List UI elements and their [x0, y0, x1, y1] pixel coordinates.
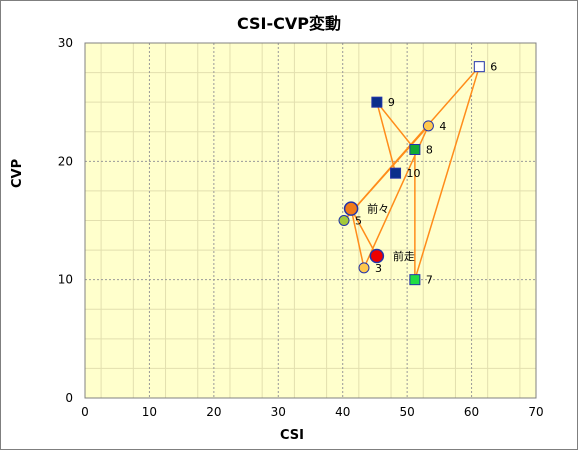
path-segment — [414, 66, 481, 280]
point-label: 3 — [375, 262, 382, 275]
x-tick-label: 30 — [271, 405, 286, 419]
point-marker — [369, 248, 385, 264]
y-tick-label: 0 — [65, 391, 73, 405]
point-label: 8 — [426, 144, 433, 157]
x-tick-label: 0 — [81, 405, 89, 419]
point-label: 7 — [426, 274, 433, 287]
chart-title: CSI-CVP変動 — [236, 14, 341, 33]
point-marker — [473, 61, 485, 73]
point-label: 前々 — [367, 202, 389, 216]
point-label: 5 — [355, 215, 362, 228]
y-tick-label: 20 — [58, 154, 73, 168]
x-tick-label: 50 — [400, 405, 415, 419]
point-marker — [390, 167, 402, 179]
data-path — [343, 66, 481, 280]
x-tick-label: 70 — [528, 405, 543, 419]
point-marker — [422, 120, 434, 132]
x-tick-label: 10 — [142, 405, 157, 419]
axes — [84, 42, 537, 399]
point-label: 4 — [439, 120, 446, 133]
path-segment — [376, 101, 397, 174]
point-marker — [358, 262, 370, 274]
path-segment — [343, 66, 480, 221]
y-tick-label: 30 — [58, 36, 73, 50]
point-marker — [409, 144, 421, 155]
x-tick-label: 60 — [464, 405, 479, 419]
point-label: 6 — [490, 61, 497, 74]
y-tick-label: 10 — [58, 273, 73, 287]
plot-border — [84, 42, 537, 399]
path-segment — [376, 101, 416, 150]
point-labels: 前走 前々 3 4 5 6 7 8 9 10 — [355, 61, 497, 287]
point-label: 9 — [388, 96, 395, 109]
point-marker — [409, 274, 421, 286]
point-label: 10 — [407, 167, 421, 180]
x-axis-label: CSI — [280, 428, 304, 443]
x-tick-label: 20 — [206, 405, 221, 419]
path-segment — [350, 208, 365, 268]
point-label: 前走 — [393, 249, 415, 263]
point-marker — [338, 215, 350, 226]
data-points — [338, 61, 485, 286]
grid — [85, 43, 536, 398]
point-marker — [343, 201, 359, 216]
tick-labels: 0 10 20 30 40 50 60 70 0 10 20 30 — [58, 36, 544, 419]
point-marker — [371, 96, 383, 108]
x-tick-label: 40 — [335, 405, 350, 419]
